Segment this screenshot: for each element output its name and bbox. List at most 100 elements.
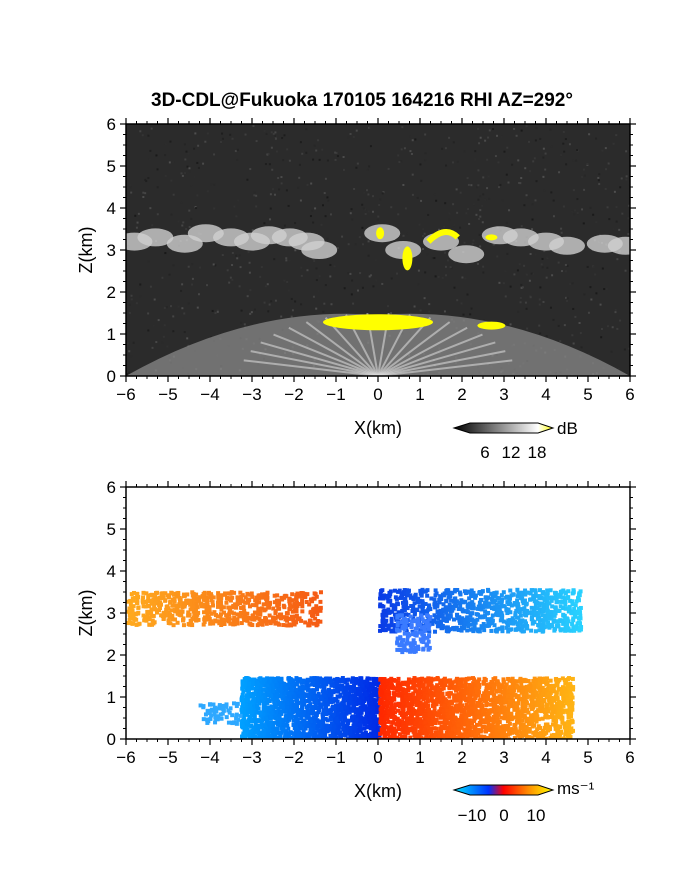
noise-pixel <box>590 298 593 301</box>
velocity-pixel-lower-west <box>324 725 329 730</box>
noise-pixel <box>517 159 520 162</box>
velocity-pixel-lower-west <box>310 705 315 710</box>
velocity-pixel-lower-west <box>365 737 370 739</box>
velocity-pixel-lower-west <box>264 733 269 738</box>
velocity-pixel-lower-east <box>427 688 432 693</box>
intensity-y-tick-label: 3 <box>107 241 116 260</box>
noise-pixel <box>211 309 214 312</box>
velocity-pixel-lower-west <box>373 686 378 691</box>
velocity-pixel-lower-east <box>534 729 539 734</box>
noise-pixel <box>297 186 300 189</box>
velocity-pixel-lower-west <box>245 727 250 732</box>
velocity-pixel-lower-west <box>341 722 346 727</box>
velocity-pixel-lower-west-edge <box>230 720 235 725</box>
velocity-pixel-lower-west <box>306 699 311 704</box>
velocity-pixel-lower-west <box>333 707 338 712</box>
velocity-pixel-lower-east <box>433 730 438 735</box>
velocity-pixel-lower-west <box>325 718 330 723</box>
velocity-pixel-lower-east <box>532 713 537 718</box>
velocity-pixel-lower-east <box>554 733 559 738</box>
noise-pixel <box>376 218 379 221</box>
velocity-pixel-lower-east <box>499 727 504 732</box>
velocity-pixel-lower-east <box>514 695 519 700</box>
velocity-pixel-lower-east <box>536 703 541 708</box>
velocity-pixel-lower-east <box>464 715 469 720</box>
velocity-pixel-lower-west <box>311 715 316 720</box>
velocity-pixel-lower-east <box>571 685 576 690</box>
noise-pixel <box>564 270 567 273</box>
velocity-pixel-lower-west-edge <box>205 720 210 725</box>
velocity-pixel-lower-west <box>321 711 326 716</box>
velocity-pixel-lower-east <box>503 685 508 690</box>
velocity-pixel-lower-west <box>287 733 292 738</box>
velocity-pixel-lower-east <box>447 708 452 713</box>
velocity-pixel-lower-east <box>464 702 469 707</box>
noise-pixel <box>291 309 294 312</box>
velocity-pixel-lower-east <box>469 709 474 714</box>
noise-pixel <box>474 150 477 153</box>
cloud-echo <box>549 236 585 255</box>
noise-pixel <box>186 337 189 340</box>
noise-pixel <box>606 325 609 328</box>
noise-pixel <box>150 127 153 130</box>
noise-pixel <box>152 324 155 327</box>
velocity-pixel-lower-east <box>529 721 534 726</box>
velocity-pixel-lower-west <box>268 694 273 699</box>
velocity-pixel-lower-east <box>483 729 488 734</box>
noise-pixel <box>563 324 566 327</box>
velocity-pixel-lower-east <box>428 711 433 716</box>
velocity-pixel-lower-east <box>411 711 416 716</box>
noise-pixel <box>518 263 521 266</box>
noise-pixel <box>164 174 167 177</box>
noise-pixel <box>188 209 191 212</box>
noise-pixel <box>280 315 283 318</box>
noise-pixel <box>437 275 440 278</box>
velocity-pixel-lower-west <box>286 696 291 701</box>
noise-pixel <box>535 180 538 183</box>
velocity-pixel-lower-east <box>569 710 574 715</box>
noise-pixel <box>183 331 186 334</box>
noise-pixel <box>601 149 604 152</box>
velocity-pixel-lower-west <box>251 710 256 715</box>
noise-pixel <box>364 208 367 211</box>
velocity-pixel-lower-west <box>305 712 310 717</box>
velocity-pixel-lower-west <box>330 705 335 710</box>
velocity-pixel-lower-west <box>247 684 252 689</box>
noise-pixel <box>472 239 475 242</box>
noise-pixel <box>302 149 305 152</box>
velocity-pixel-lower-east <box>491 714 496 719</box>
noise-pixel <box>487 136 490 139</box>
velocity-pixel-lower-west <box>319 694 324 699</box>
noise-pixel <box>136 221 139 224</box>
velocity-pixel-lower-west <box>276 735 281 739</box>
velocity-pixel-lower-east <box>557 709 562 714</box>
velocity-pixel-lower-east <box>470 731 475 736</box>
velocity-pixel-lower-east <box>502 690 507 695</box>
noise-pixel <box>501 199 504 202</box>
velocity-pixel-lower-west <box>371 723 376 728</box>
noise-pixel <box>285 259 288 262</box>
velocity-pixel-lower-east <box>460 696 465 701</box>
velocity-pixel-lower-west-edge <box>209 713 214 718</box>
velocity-pixel-lower-west <box>298 723 303 728</box>
noise-pixel <box>409 150 412 153</box>
velocity-pixel-lower-east <box>523 678 528 683</box>
velocity-pixel-lower-west <box>340 711 345 716</box>
noise-pixel <box>238 285 241 288</box>
velocity-pixel-lower-west <box>349 732 354 737</box>
velocity-pixel-lower-west <box>274 716 279 721</box>
noise-pixel <box>424 152 427 155</box>
noise-pixel <box>361 226 364 229</box>
noise-pixel <box>552 318 555 321</box>
noise-pixel <box>182 221 185 224</box>
intensity-x-tick-label: −4 <box>200 385 219 404</box>
noise-pixel <box>601 267 604 270</box>
velocity-pixel-lower-west <box>354 717 359 722</box>
velocity-pixel-lower-west <box>240 692 245 697</box>
fan-ray <box>243 359 379 376</box>
velocity-pixel-lower-east <box>401 710 406 715</box>
velocity-pixel-lower-east <box>554 719 559 724</box>
noise-pixel <box>229 276 232 279</box>
velocity-pixel-lower-west <box>288 712 293 717</box>
velocity-pixel-lower-east <box>388 684 393 689</box>
